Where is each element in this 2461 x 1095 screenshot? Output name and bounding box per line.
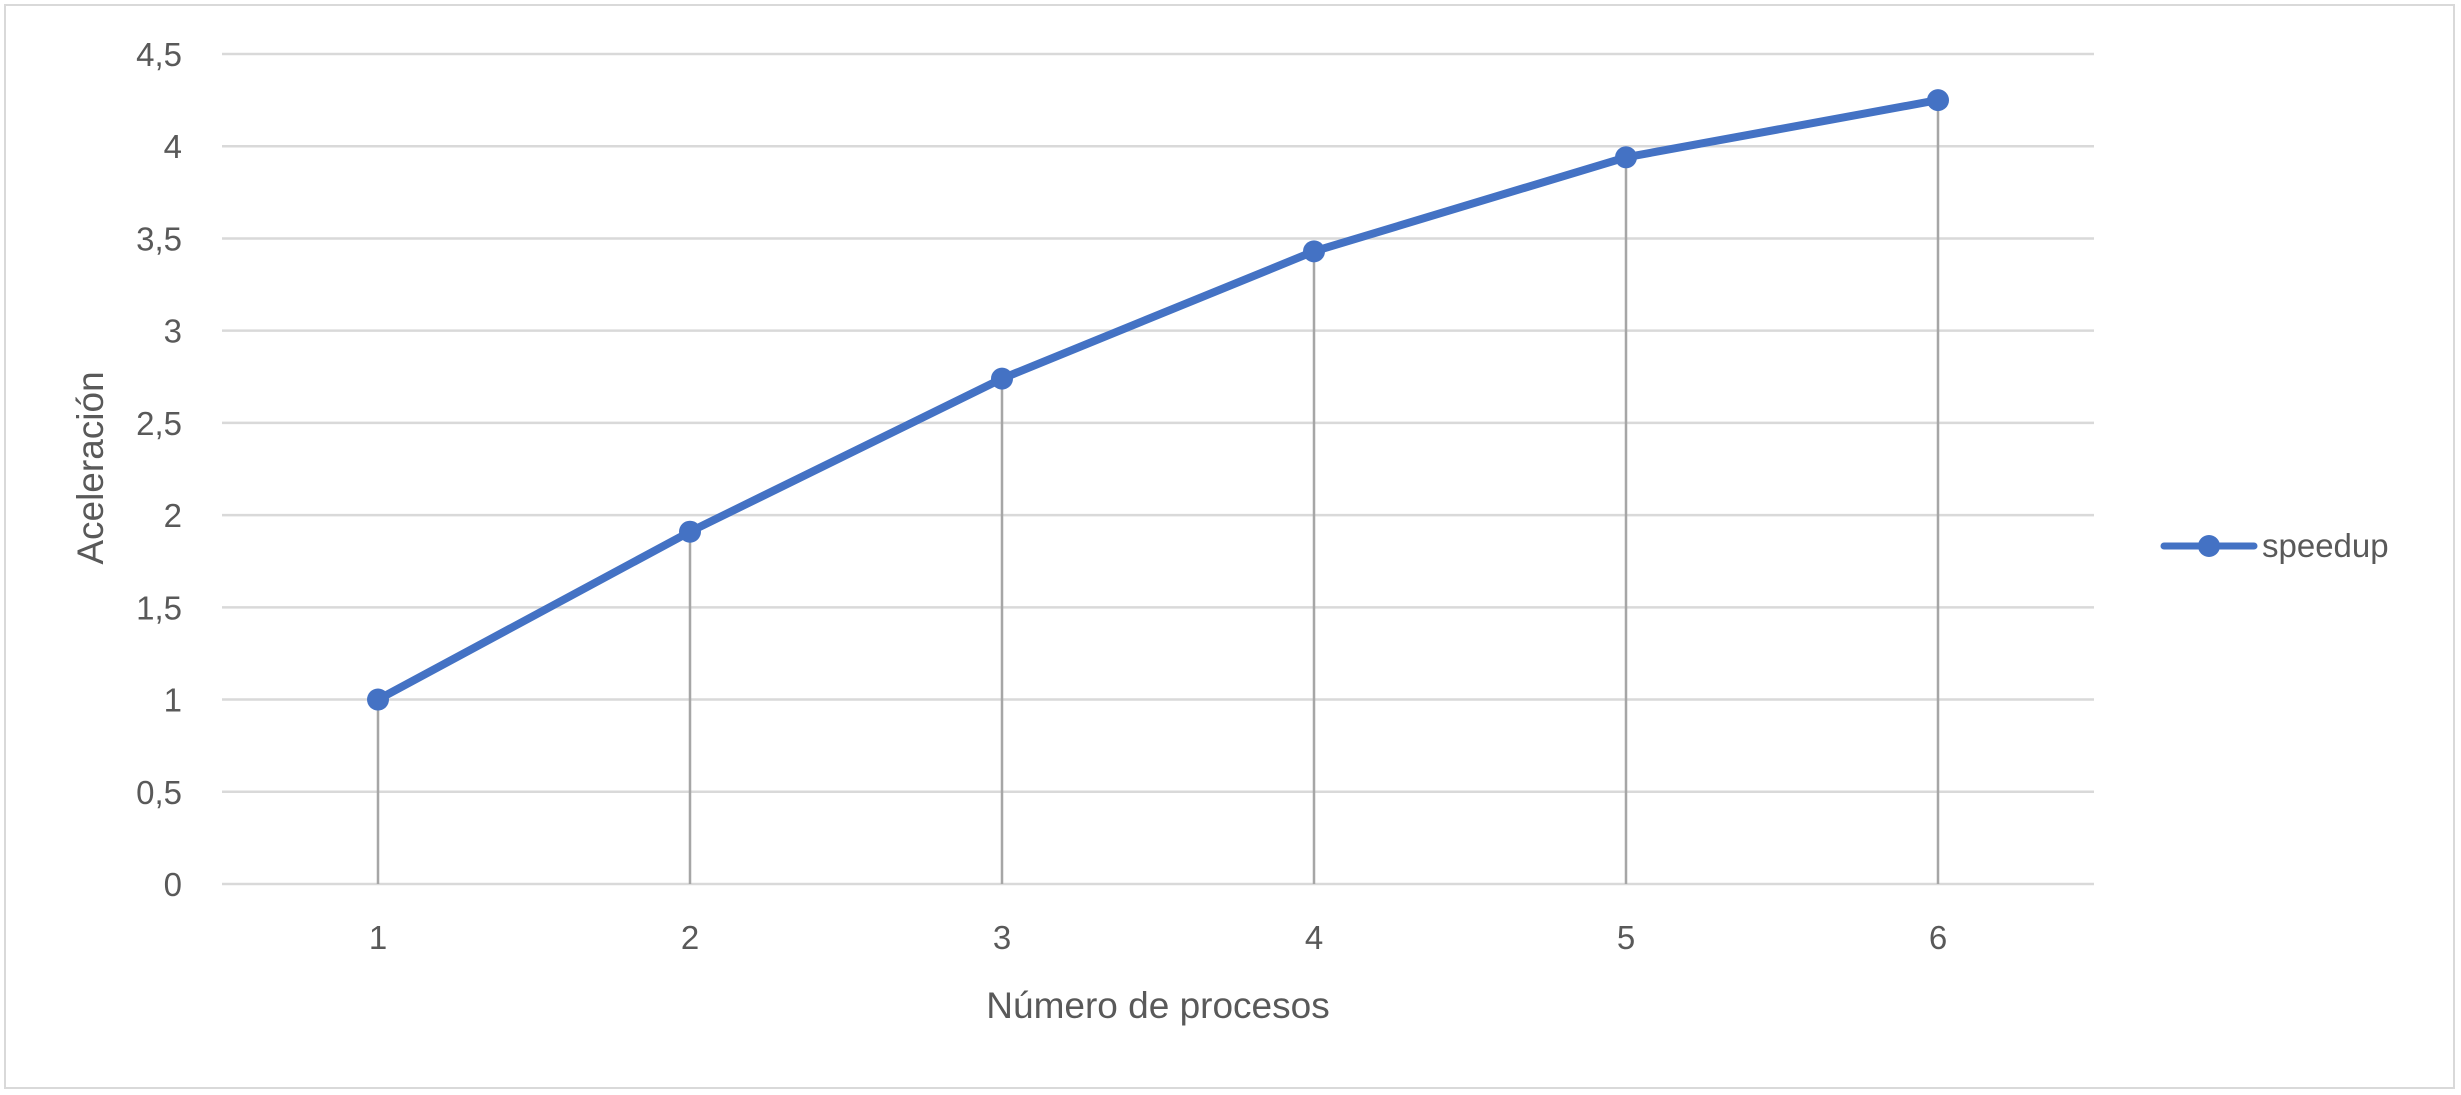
data-point-marker[interactable] [1615,146,1637,169]
y-tick-label: 3 [164,313,182,350]
y-tick-label: 1 [164,682,182,719]
x-tick-label: 5 [1617,919,1635,956]
legend-marker [2198,535,2220,557]
y-tick-label: 2 [164,497,182,534]
data-point-marker[interactable] [991,367,1013,390]
y-tick-label: 4 [164,128,182,165]
data-point-marker[interactable] [1303,240,1325,263]
y-tick-label: 0,5 [136,774,182,811]
x-tick-label: 4 [1305,919,1323,956]
x-axis-title: Número de procesos [986,985,1329,1026]
y-tick-label: 2,5 [136,405,182,442]
y-tick-label: 1,5 [136,589,182,626]
y-axis-title: Aceleración [70,371,111,564]
chart-frame [4,4,2455,1089]
x-tick-label: 1 [369,919,387,956]
x-axis-tick-labels: 1 2 3 4 5 6 [369,919,1947,956]
y-tick-label: 0 [164,866,182,903]
y-tick-label: 4,5 [136,36,182,73]
x-tick-label: 2 [681,919,699,956]
legend-label-speedup: speedup [2262,527,2389,564]
y-tick-label: 3,5 [136,220,182,257]
series-line-speedup [374,96,1942,704]
data-point-marker[interactable] [1927,89,1949,112]
drop-lines [376,100,1940,884]
gridlines [222,52,2094,886]
x-tick-label: 3 [993,919,1011,956]
data-point-marker[interactable] [367,688,389,711]
y-axis-tick-labels: 0 0,5 1 1,5 2 2,5 3 3,5 4 4,5 [136,36,182,903]
series-layer [367,89,1949,711]
legend[interactable]: speedup [2160,527,2389,564]
data-point-marker[interactable] [679,520,701,543]
x-tick-label: 6 [1929,919,1947,956]
